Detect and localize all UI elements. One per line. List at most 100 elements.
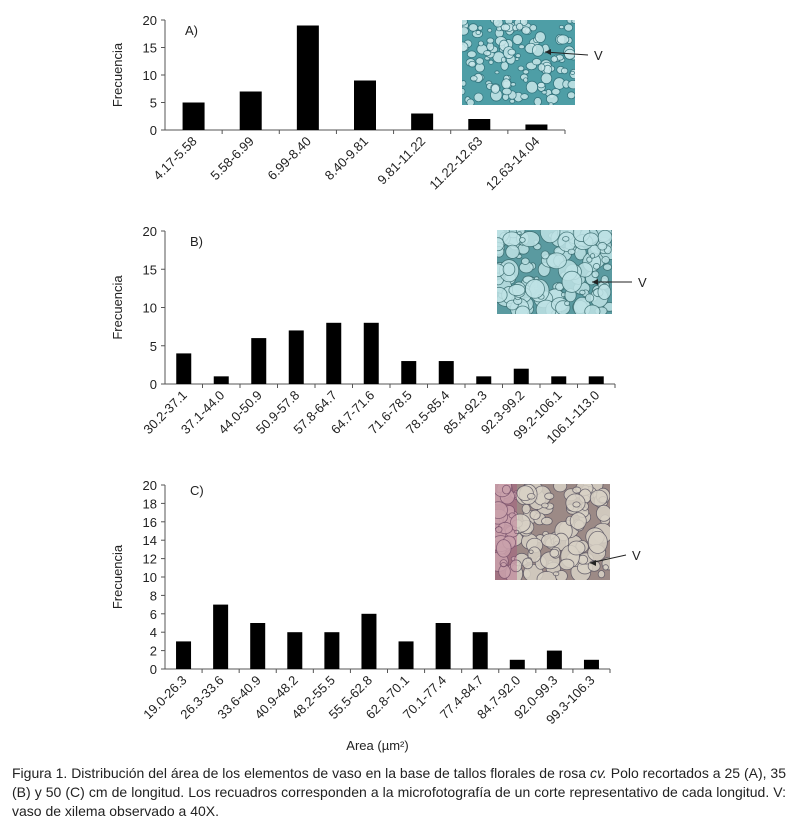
x-tick-label: 6.99-8.40 [265, 134, 314, 183]
cell [584, 304, 601, 314]
cell [537, 63, 546, 72]
bar [251, 338, 267, 384]
cell [596, 504, 610, 522]
cell [558, 24, 565, 30]
cell [497, 263, 506, 278]
cell [502, 262, 516, 277]
panel-label: C) [190, 483, 204, 498]
cell [509, 513, 531, 533]
cell [567, 79, 575, 90]
cell [523, 77, 529, 83]
bar [468, 119, 491, 130]
bar [435, 623, 451, 669]
cell [468, 60, 477, 68]
cell [509, 559, 523, 573]
y-tick-label: 20 [143, 478, 157, 493]
cell [567, 91, 575, 100]
cell [572, 501, 581, 508]
y-tick-label: 6 [150, 607, 157, 622]
cell [501, 87, 512, 96]
bar [176, 353, 192, 384]
x-tick-label: 9.81-11.22 [374, 134, 428, 188]
y-tick-label: 0 [150, 377, 157, 392]
y-tick-label: 20 [143, 13, 157, 28]
cell [462, 20, 468, 26]
cell [560, 67, 569, 75]
cell [466, 50, 477, 59]
cell [601, 256, 610, 264]
x-axis-label: Area (µm²) [346, 738, 408, 753]
cell [525, 80, 539, 94]
cell [550, 55, 558, 63]
cell [529, 24, 538, 32]
y-tick-label: 15 [143, 262, 157, 277]
y-tick-label: 15 [143, 41, 157, 56]
cell [589, 489, 608, 507]
cell [497, 286, 508, 303]
cell [494, 70, 500, 75]
bar [250, 623, 266, 669]
x-tick-label: 4.17-5.58 [150, 134, 199, 183]
panel-label: A) [185, 23, 198, 38]
y-axis-label: Frecuencia [110, 275, 125, 340]
cell [541, 90, 548, 95]
cell [515, 53, 521, 59]
cell [483, 50, 492, 57]
x-tick-label: 12.63-14.04 [483, 134, 543, 194]
micrograph [462, 20, 575, 105]
micrograph [495, 484, 610, 580]
y-tick-label: 12 [143, 552, 157, 567]
cell [569, 512, 587, 530]
cell [501, 78, 512, 90]
bar [551, 376, 567, 384]
y-tick-label: 14 [143, 533, 157, 548]
cell [579, 289, 586, 296]
y-tick-label: 0 [150, 662, 157, 677]
arrow-head [545, 49, 551, 55]
cell [507, 48, 517, 56]
arrow [544, 51, 589, 56]
cell [510, 82, 517, 87]
y-tick-label: 5 [150, 96, 157, 111]
y-tick-label: 16 [143, 515, 157, 530]
bar [239, 91, 262, 130]
cell [582, 232, 599, 247]
cell [462, 26, 469, 36]
cell [590, 253, 596, 259]
stain [495, 484, 517, 580]
cell [531, 58, 542, 66]
cell [468, 23, 479, 32]
cell [541, 502, 549, 509]
bar [509, 659, 525, 669]
cell [546, 252, 567, 270]
bar [287, 632, 303, 669]
cell [551, 88, 561, 96]
bar [324, 632, 340, 669]
caption-italic: cv. [589, 765, 607, 781]
y-tick-label: 8 [150, 588, 157, 603]
cell [522, 557, 534, 570]
cell [508, 284, 526, 297]
x-tick-label: 5.58-6.99 [207, 134, 256, 183]
cell [529, 509, 541, 520]
bar [472, 632, 488, 669]
cell [537, 81, 546, 89]
annotation: V [638, 275, 647, 290]
bar [182, 102, 205, 130]
bar [525, 124, 548, 130]
cell [518, 44, 525, 50]
cell [492, 20, 504, 28]
cell [541, 516, 553, 526]
cell [470, 75, 478, 82]
bar [438, 361, 454, 384]
cell [490, 83, 501, 94]
y-axis-label: Frecuencia [110, 42, 125, 107]
cell [552, 571, 560, 577]
bar [213, 376, 229, 384]
cell [500, 562, 507, 567]
bar [546, 650, 562, 669]
y-tick-label: 4 [150, 625, 157, 640]
cell [587, 530, 608, 554]
y-tick-label: 10 [143, 570, 157, 585]
